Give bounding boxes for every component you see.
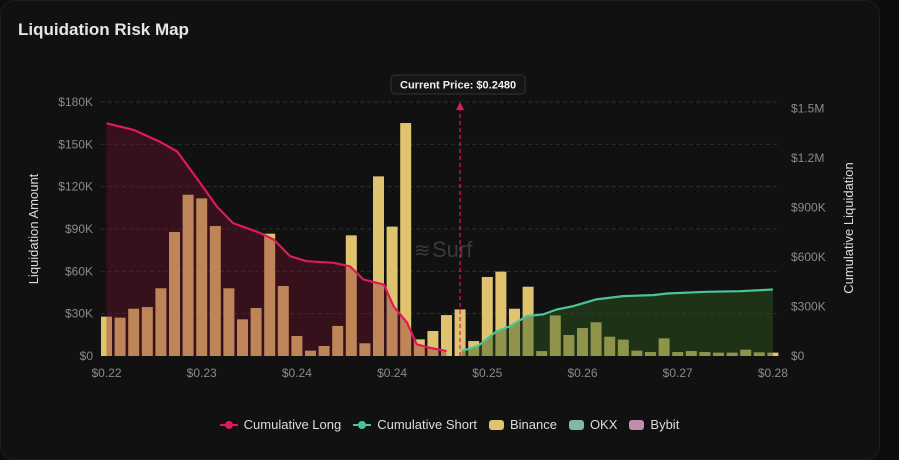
line-marker-icon bbox=[353, 420, 372, 429]
legend-label: Cumulative Short bbox=[377, 417, 477, 432]
bar-binance bbox=[563, 334, 575, 356]
bar-binance bbox=[685, 351, 697, 356]
bar-binance bbox=[305, 350, 316, 356]
bar-binance bbox=[386, 226, 398, 356]
y-tick-label: $0 bbox=[80, 349, 94, 363]
bar-binance bbox=[128, 308, 140, 356]
y-tick-label: $30K bbox=[65, 307, 93, 321]
bar-binance bbox=[413, 339, 425, 356]
liquidation-chart: $0 $30K $60K $90K $120K $150K $180K $0 $300K $600… bbox=[26, 74, 856, 380]
bar-binance bbox=[345, 235, 357, 356]
x-tick-label: $0.26 bbox=[567, 366, 597, 380]
bar-binance bbox=[101, 316, 112, 356]
bar-binance bbox=[291, 335, 303, 356]
bar-binance bbox=[577, 328, 588, 356]
bar-binance bbox=[617, 339, 629, 356]
bar-binance bbox=[196, 198, 208, 356]
y-tick-label: $180K bbox=[58, 95, 93, 109]
legend-item-bybit[interactable]: Bybit bbox=[629, 417, 679, 432]
bar-binance bbox=[767, 352, 779, 356]
legend-label: Binance bbox=[509, 417, 557, 432]
bar-binance bbox=[209, 226, 221, 356]
current-price-badge bbox=[390, 74, 526, 95]
bar-binance bbox=[645, 352, 656, 356]
bar-binance bbox=[536, 351, 548, 356]
swatch-icon bbox=[568, 419, 584, 430]
bar-binance bbox=[713, 352, 724, 356]
line-cumulative-short bbox=[461, 288, 773, 353]
y-tick-label: $90K bbox=[65, 222, 93, 236]
y2-tick-label: $600K bbox=[791, 250, 826, 264]
bar-binance bbox=[481, 276, 493, 356]
bar-binance bbox=[182, 194, 194, 356]
area-cumulative-long bbox=[106, 123, 447, 356]
legend-item-cumulative-long[interactable]: Cumulative Long bbox=[219, 417, 342, 432]
bar-binance bbox=[604, 336, 616, 356]
bar-binance bbox=[522, 286, 534, 356]
x-tick-label: $0.25 bbox=[472, 366, 502, 380]
bar-binance bbox=[549, 315, 561, 356]
bar-binance bbox=[495, 271, 507, 356]
bar-binance bbox=[155, 288, 167, 356]
y-tick-label: $150K bbox=[58, 137, 93, 151]
bar-binance bbox=[373, 176, 384, 356]
legend-item-binance[interactable]: Binance bbox=[488, 417, 557, 432]
y2-tick-label: $1.5M bbox=[791, 102, 824, 116]
line-cumulative-long bbox=[106, 122, 447, 353]
y-tick-label: $60K bbox=[65, 264, 93, 278]
x-tick-label: $0.22 bbox=[91, 366, 121, 380]
bar-binance bbox=[441, 315, 452, 356]
bar-binance bbox=[740, 349, 752, 356]
bar-binance bbox=[318, 345, 330, 356]
bar-binance bbox=[672, 352, 684, 356]
bar-binance bbox=[726, 352, 738, 356]
area-cumulative-short bbox=[461, 289, 773, 356]
arrow-up-icon bbox=[456, 102, 465, 110]
bar-binance bbox=[359, 343, 371, 356]
legend-label: OKX bbox=[589, 417, 618, 432]
y2-tick-label: $900K bbox=[791, 201, 826, 215]
bar-binance bbox=[753, 352, 765, 356]
bar-binance bbox=[631, 350, 643, 356]
swatch-icon bbox=[629, 419, 645, 430]
y-axis-label: Liquidation Amount bbox=[26, 173, 41, 284]
legend-label: Bybit bbox=[650, 417, 680, 432]
chart-title: Liquidation Risk Map bbox=[18, 20, 189, 39]
bar-binance bbox=[223, 288, 235, 356]
bar-binance bbox=[468, 341, 480, 356]
bar-binance bbox=[590, 322, 602, 356]
bar-binance bbox=[169, 231, 180, 356]
bar-binance bbox=[427, 331, 439, 356]
swatch-icon bbox=[488, 419, 504, 430]
bar-binance bbox=[332, 325, 344, 356]
legend-item-cumulative-short[interactable]: Cumulative Short bbox=[353, 417, 477, 432]
surf-logo-icon: ≋ bbox=[414, 238, 431, 262]
y-tick-label: $120K bbox=[58, 180, 93, 194]
y2-tick-label: $0 bbox=[791, 349, 805, 363]
y2-axis-label: Cumulative Liquidation bbox=[841, 162, 856, 294]
x-tick-label: $0.24 bbox=[377, 366, 407, 380]
y2-tick-label: $1.2M bbox=[791, 151, 824, 165]
bar-binance bbox=[250, 308, 262, 356]
bar-binance bbox=[114, 317, 126, 356]
current-price-label: Current Price: $0.2480 bbox=[400, 80, 516, 92]
bar-binance bbox=[277, 286, 289, 356]
x-tick-label: $0.27 bbox=[663, 366, 693, 380]
bar-binance bbox=[509, 308, 520, 356]
legend-item-okx[interactable]: OKX bbox=[568, 417, 618, 432]
x-tick-label: $0.28 bbox=[758, 366, 788, 380]
x-tick-label: $0.23 bbox=[187, 366, 217, 380]
legend: Cumulative Long Cumulative Short Binance… bbox=[0, 417, 899, 432]
bar-binance bbox=[237, 319, 248, 356]
bar-binance bbox=[400, 123, 412, 356]
bar-binance bbox=[699, 352, 711, 356]
legend-label: Cumulative Long bbox=[243, 417, 342, 432]
bar-binance bbox=[658, 338, 670, 356]
bar-binance bbox=[141, 307, 153, 356]
y2-tick-label: $300K bbox=[791, 300, 826, 314]
x-tick-label: $0.24 bbox=[282, 366, 312, 380]
line-marker-icon bbox=[219, 420, 238, 429]
bar-binance bbox=[264, 233, 276, 356]
watermark: Surf bbox=[432, 237, 473, 262]
